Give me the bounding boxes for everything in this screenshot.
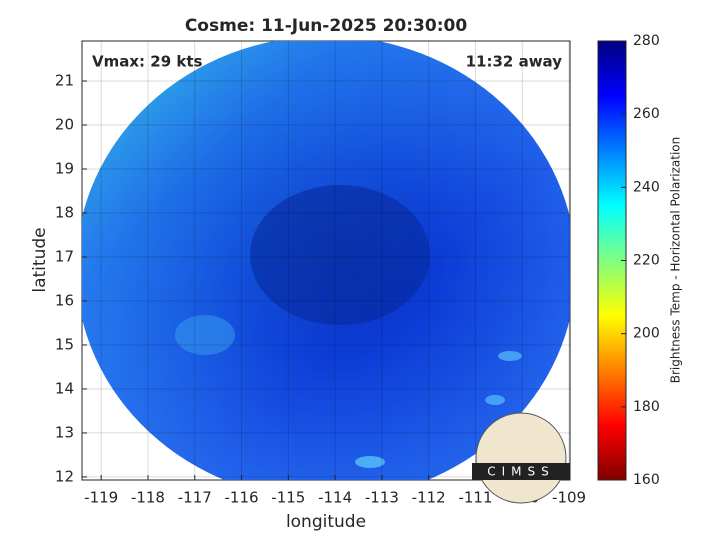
x-tick-label: -116 [225,489,259,507]
x-tick-label: -112 [412,489,446,507]
x-tick-label: -115 [271,489,305,507]
colorbar-tick-label: 160 [633,472,660,488]
logo-text: CIMSS [487,465,555,479]
annotation: 11:32 away [466,53,563,71]
y-tick-label: 15 [55,335,74,353]
x-tick-label: -119 [84,489,118,507]
colorbar-label: Brightness Temp - Horizontal Polarizatio… [669,137,683,384]
y-tick-label: 14 [55,379,74,397]
colorbar-tick-label: 240 [633,179,660,195]
colorbar-tick-label: 260 [633,106,660,122]
annotation: Vmax: 29 kts [92,53,202,71]
colorbar-tick-label: 180 [633,399,660,415]
y-tick-label: 13 [55,423,74,441]
y-tick-label: 16 [55,291,74,309]
y-tick-label: 19 [55,160,74,178]
y-axis-label: latitude [30,227,50,292]
y-tick-label: 20 [55,116,74,134]
y-tick-label: 21 [55,72,74,90]
x-tick-label: -109 [552,489,586,507]
y-tick-label: 18 [55,203,74,221]
colorbar-tick-label: 220 [633,253,660,269]
x-tick-label: -117 [178,489,212,507]
colorbar-tick-label: 280 [633,33,660,49]
colorbar-tick-label: 200 [633,326,660,342]
x-tick-label: -111 [458,489,492,507]
x-tick-label: -114 [318,489,352,507]
logo: CIMSS [472,412,570,504]
chart-title: Cosme: 11-Jun-2025 20:30:00 [185,16,468,36]
y-tick-label: 17 [55,247,74,265]
y-tick-label: 12 [55,467,74,485]
satellite-image [82,41,570,480]
x-tick-label: -118 [131,489,165,507]
x-tick-label: -113 [365,489,399,507]
x-axis-label: longitude [286,512,366,532]
